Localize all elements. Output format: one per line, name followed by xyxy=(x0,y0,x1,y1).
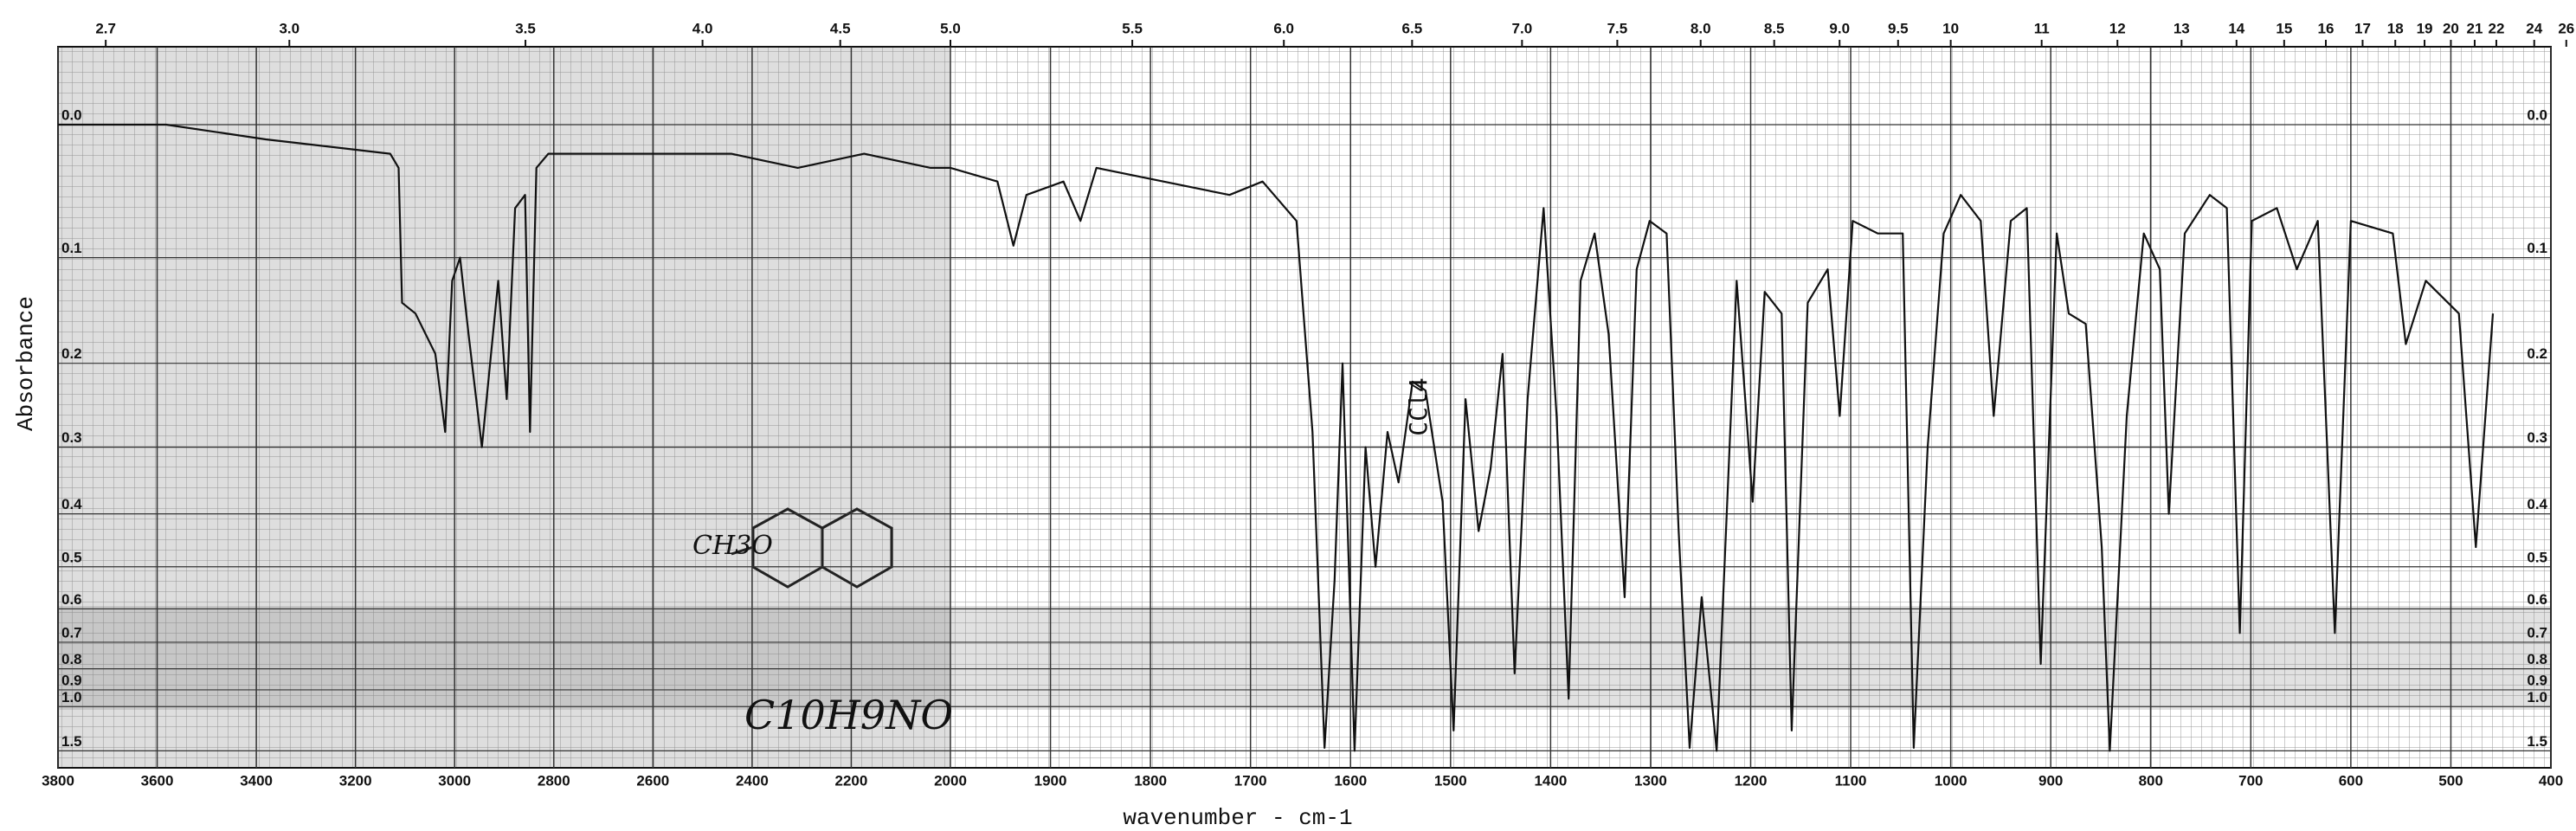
x2-tick-label: 13 xyxy=(2174,20,2190,36)
x2-tick-label: 26 xyxy=(2558,20,2574,36)
y-tick-label: 0.5 xyxy=(61,549,82,565)
y-tick-label: 0.7 xyxy=(61,624,82,641)
y-tick-label: 0.8 xyxy=(61,651,82,667)
x-tick-label: 800 xyxy=(2139,772,2163,789)
x-tick-label: 1600 xyxy=(1334,772,1367,789)
y-tick-label: 0.3 xyxy=(2527,429,2547,446)
y-tick-label: 1.5 xyxy=(2527,733,2547,750)
x-tick-label: 1900 xyxy=(1034,772,1067,789)
x-tick-label: 2000 xyxy=(934,772,967,789)
y-tick-label: 0.5 xyxy=(2527,549,2547,565)
y-tick-label: 0.0 xyxy=(61,106,82,123)
x-tick-label: 3400 xyxy=(240,772,273,789)
x2-tick-label: 19 xyxy=(2417,20,2433,36)
x-tick-label: 1500 xyxy=(1434,772,1467,789)
annotation: CH3O xyxy=(692,531,773,561)
x2-tick-label: 5.5 xyxy=(1122,20,1143,36)
y-tick-label: 1.0 xyxy=(2527,689,2547,705)
x2-tick-label: 8.5 xyxy=(1764,20,1785,36)
y-tick-label: 0.9 xyxy=(61,672,82,688)
y-tick-label: 0.9 xyxy=(2527,672,2547,688)
y-tick-label: 0.2 xyxy=(2527,345,2547,362)
bond xyxy=(731,545,754,556)
y-tick-label: 0.7 xyxy=(2527,624,2547,641)
x-tick-label: 2400 xyxy=(736,772,769,789)
x-tick-label: 3000 xyxy=(438,772,471,789)
x2-tick-label: 6.0 xyxy=(1273,20,1294,36)
x2-tick-label: 12 xyxy=(2109,20,2126,36)
x2-tick-label: 22 xyxy=(2489,20,2505,36)
x-tick-label: 1000 xyxy=(1935,772,1967,789)
x-tick-label: 900 xyxy=(2038,772,2063,789)
y-tick-label: 0.2 xyxy=(61,345,82,362)
x-tick-label: 3200 xyxy=(339,772,372,789)
y-tick-label: 0.1 xyxy=(2527,240,2547,256)
x-tick-label: 1100 xyxy=(1835,772,1867,789)
y-tick-label: 0.0 xyxy=(2527,106,2547,123)
x2-tick-label: 3.5 xyxy=(515,20,536,36)
band-shade xyxy=(58,606,2551,710)
x2-tick-label: 16 xyxy=(2318,20,2334,36)
x2-tick-label: 7.0 xyxy=(1512,20,1533,36)
spectrum-line xyxy=(58,123,2495,752)
annotation: C10H9NO xyxy=(744,692,953,738)
x-tick-label: 1400 xyxy=(1534,772,1567,789)
y-tick-label: 0.3 xyxy=(61,429,82,446)
y-tick-label: 1.0 xyxy=(61,689,82,705)
x-tick-label: 1800 xyxy=(1134,772,1167,789)
x-axis-title: wavenumber - cm-1 xyxy=(1123,805,1352,831)
x-tick-label: 1200 xyxy=(1735,772,1768,789)
x-tick-label: 400 xyxy=(2539,772,2563,789)
x2-tick-label: 10 xyxy=(1942,20,1959,36)
x-tick-label: 3600 xyxy=(141,772,174,789)
x2-tick-label: 9.5 xyxy=(1888,20,1909,36)
x2-tick-label: 9.0 xyxy=(1829,20,1850,36)
x2-tick-label: 20 xyxy=(2443,20,2459,36)
x2-tick-label: 21 xyxy=(2466,20,2483,36)
x2-tick-label: 2.7 xyxy=(95,20,116,36)
y-tick-label: 0.6 xyxy=(2527,591,2547,608)
x-tick-label: 1700 xyxy=(1234,772,1267,789)
x2-tick-label: 11 xyxy=(2034,20,2050,36)
x-tick-label: 2600 xyxy=(636,772,669,789)
x2-tick-label: 4.5 xyxy=(830,20,851,36)
x-tick-label: 1300 xyxy=(1634,772,1667,789)
x2-tick-label: 24 xyxy=(2526,20,2542,36)
x2-tick-label: 3.0 xyxy=(279,20,299,36)
y-tick-label: 1.5 xyxy=(61,733,82,750)
x-tick-label: 2200 xyxy=(835,772,868,789)
x2-tick-label: 17 xyxy=(2354,20,2371,36)
y-tick-label: 0.6 xyxy=(61,591,82,608)
y-axis-title: Absorbance xyxy=(13,296,39,431)
y-tick-label: 0.4 xyxy=(2527,496,2547,512)
x-tick-label: 700 xyxy=(2238,772,2263,789)
x2-tick-label: 15 xyxy=(2276,20,2292,36)
x2-tick-label: 5.0 xyxy=(940,20,961,36)
x2-tick-label: 14 xyxy=(2228,20,2244,36)
x-tick-label: 500 xyxy=(2438,772,2463,789)
y-tick-label: 0.4 xyxy=(61,496,82,512)
x2-tick-label: 8.0 xyxy=(1690,20,1711,36)
x-tick-label: 2800 xyxy=(538,772,570,789)
y-tick-label: 0.8 xyxy=(2527,651,2547,667)
annotation: CCl4 xyxy=(1404,377,1433,435)
x2-tick-label: 7.5 xyxy=(1607,20,1628,36)
x2-tick-label: 4.0 xyxy=(692,20,713,36)
x2-tick-label: 6.5 xyxy=(1402,20,1423,36)
graph-paper xyxy=(58,47,2551,768)
x-tick-label: 600 xyxy=(2339,772,2363,789)
y-tick-label: 0.1 xyxy=(61,240,82,256)
x-tick-label: 3800 xyxy=(42,772,74,789)
x2-tick-label: 18 xyxy=(2387,20,2404,36)
